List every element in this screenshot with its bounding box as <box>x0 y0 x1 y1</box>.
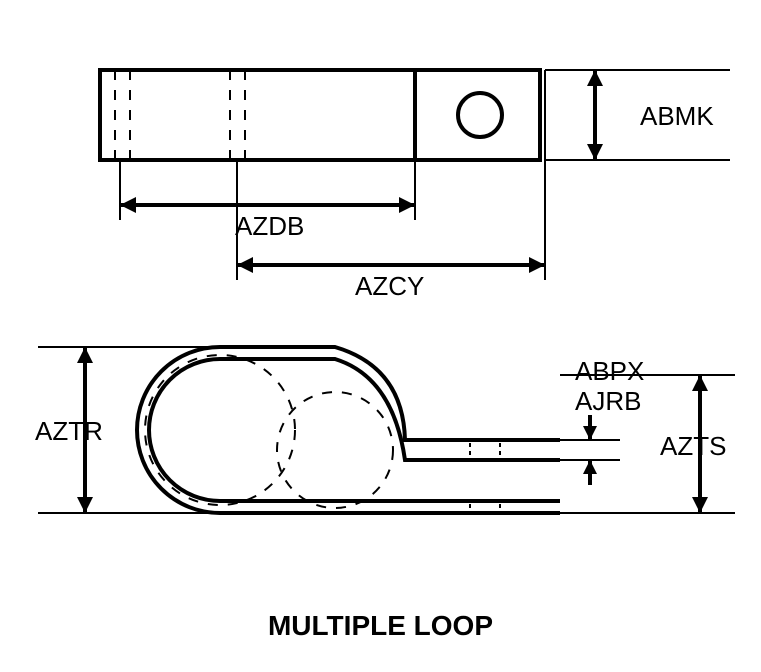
svg-text:ABMK: ABMK <box>640 101 714 131</box>
svg-text:AJRB: AJRB <box>575 386 641 416</box>
svg-text:AZCY: AZCY <box>355 271 424 301</box>
svg-text:ABPX: ABPX <box>575 356 644 386</box>
diagram-title: MULTIPLE LOOP <box>0 610 761 642</box>
svg-text:AZTR: AZTR <box>35 416 103 446</box>
diagram-canvas: ABMK AZDB AZCY AZTR AZTS ABPXAJRB <box>0 0 761 672</box>
svg-text:AZDB: AZDB <box>235 211 304 241</box>
svg-text:AZTS: AZTS <box>660 431 726 461</box>
